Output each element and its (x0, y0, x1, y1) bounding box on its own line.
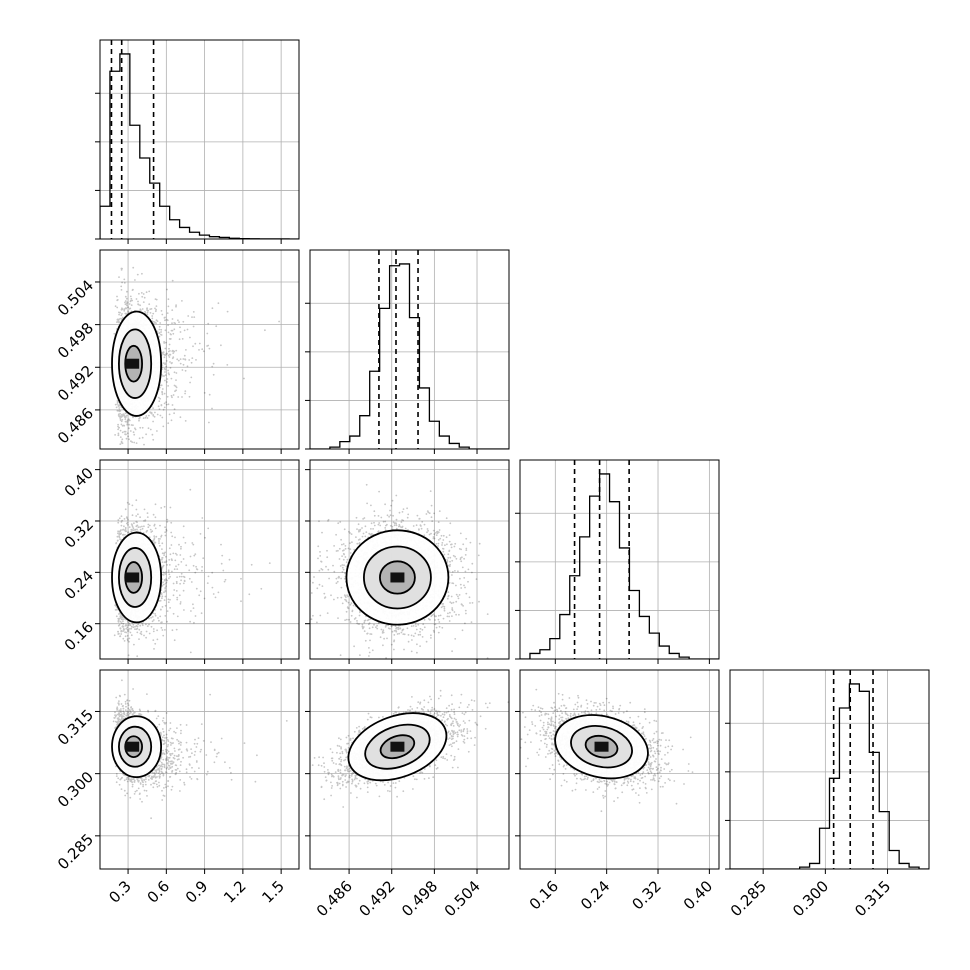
panel-frame (99, 249, 300, 450)
x-tick-label: 0.6 (144, 877, 174, 907)
x-tick-label: 0.498 (398, 877, 441, 920)
scatter-panel-3-0 (95, 669, 300, 874)
density-peak (594, 741, 609, 752)
histogram-step (730, 683, 929, 869)
y-tick-label: 0.492 (54, 362, 97, 405)
histogram-step (100, 53, 299, 239)
scatter-panel-2-0 (95, 459, 300, 664)
panel-frame (309, 669, 510, 870)
x-tick-label: 0.486 (313, 877, 356, 920)
scatter-panel-2-1 (305, 459, 510, 664)
x-tick-label: 0.504 (441, 877, 484, 920)
density-peak (125, 572, 140, 583)
y-tick-label: 0.16 (61, 618, 97, 654)
panel-frame (519, 459, 720, 660)
x-tick-label: 0.300 (789, 877, 832, 920)
scatter-panel-1-0 (95, 249, 300, 454)
panel-frame (729, 669, 930, 870)
density-peak (390, 741, 405, 752)
y-tick-label: 0.32 (61, 515, 97, 551)
y-tick-label: 0.40 (61, 464, 97, 500)
x-tick-label: 0.3 (105, 877, 135, 907)
density-peak (125, 358, 140, 369)
y-tick-label: 0.24 (61, 567, 97, 603)
y-tick-label: 0.504 (54, 276, 97, 319)
x-tick-label: 0.40 (680, 877, 716, 913)
scatter-panel-3-1 (305, 669, 510, 874)
panel-frame (519, 669, 720, 870)
x-tick-label: 0.492 (355, 877, 398, 920)
x-tick-label: 0.315 (851, 877, 894, 920)
hist-panel-1 (305, 249, 510, 454)
y-tick-label: 0.486 (54, 404, 97, 447)
y-tick-label: 0.315 (54, 706, 97, 749)
y-tick-label: 0.498 (54, 319, 97, 362)
hist-panel-2 (515, 459, 720, 664)
x-tick-label: 0.9 (182, 877, 212, 907)
x-tick-label: 0.285 (727, 877, 770, 920)
density-peak (125, 741, 140, 752)
y-tick-label: 0.300 (54, 768, 97, 811)
x-tick-label: 0.16 (526, 877, 562, 913)
density-peak (390, 572, 405, 583)
y-tick-label: 0.285 (54, 830, 97, 873)
scatter-panel-3-2 (515, 669, 720, 874)
panel-frame (99, 669, 300, 870)
panel-frame (99, 459, 300, 660)
histogram-step (310, 263, 509, 449)
x-tick-label: 1.5 (258, 877, 288, 907)
panel-frame (309, 459, 510, 660)
hist-panel-0 (95, 39, 300, 244)
panel-frame (99, 39, 300, 240)
x-tick-label: 1.2 (220, 877, 250, 907)
panel-frame (309, 249, 510, 450)
x-tick-label: 0.24 (577, 877, 613, 913)
hist-panel-3 (725, 669, 930, 874)
histogram-step (520, 473, 719, 659)
x-tick-label: 0.32 (628, 877, 664, 913)
